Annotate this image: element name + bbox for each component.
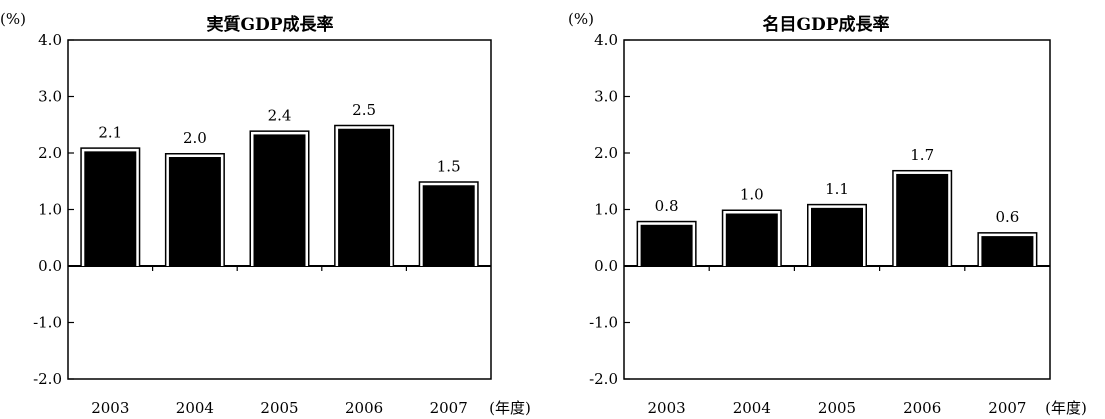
data-label: 0.6 xyxy=(995,208,1019,226)
y-tick-label: 1.0 xyxy=(38,201,62,219)
chart-title: 実質GDP成長率 xyxy=(206,14,333,35)
bar-fill xyxy=(640,224,693,266)
y-tick-label: -2.0 xyxy=(589,370,618,388)
data-label: 1.1 xyxy=(825,180,849,198)
x-tick-label: 2005 xyxy=(818,399,856,417)
x-unit-label: (年度) xyxy=(489,399,531,417)
data-label: 2.5 xyxy=(352,101,376,119)
bar xyxy=(249,130,310,266)
bar-fill xyxy=(253,134,306,266)
x-tick-label: 2004 xyxy=(176,399,214,417)
y-tick-label: 4.0 xyxy=(594,31,618,49)
bar-fill xyxy=(811,207,863,266)
x-tick-label: 2007 xyxy=(430,399,468,417)
data-label: 1.0 xyxy=(740,186,764,204)
data-label: 1.5 xyxy=(437,157,461,175)
data-label: 2.0 xyxy=(183,129,207,147)
plot-area: -2.0 -1.0 0.0 1.0 2.0 3.0 4.0 0.8 2003 1.0 2004 1.1… xyxy=(589,31,1051,417)
x-tick-label: 2006 xyxy=(903,399,941,417)
x-unit-label: (年度) xyxy=(1045,399,1087,417)
data-label: 1.7 xyxy=(910,146,934,164)
bar xyxy=(807,203,867,266)
y-tick-label: 3.0 xyxy=(594,88,618,106)
y-tick-label: -1.0 xyxy=(589,314,618,332)
y-tick-label: -1.0 xyxy=(33,314,62,332)
chart-title: 名目GDP成長率 xyxy=(762,14,889,35)
bar-fill xyxy=(896,173,949,266)
bar-fill xyxy=(84,151,137,266)
y-tick-label: -2.0 xyxy=(33,370,62,388)
y-tick-label: 2.0 xyxy=(38,144,62,162)
x-tick-label: 2003 xyxy=(91,399,129,417)
x-tick-label: 2006 xyxy=(345,399,383,417)
bar-fill xyxy=(422,185,475,266)
y-tick-label: 2.0 xyxy=(594,144,618,162)
bar-fill xyxy=(168,157,221,266)
y-tick-label: 3.0 xyxy=(38,88,62,106)
bar-fill xyxy=(338,128,391,266)
bar-fill xyxy=(725,213,778,266)
y-unit-label: (%) xyxy=(568,10,594,28)
data-label: 2.4 xyxy=(268,106,292,124)
bar xyxy=(977,232,1038,266)
data-label: 2.1 xyxy=(98,123,122,141)
y-tick-label: 0.0 xyxy=(38,257,62,275)
bar xyxy=(164,153,225,266)
bar xyxy=(721,209,782,266)
y-tick-label: 4.0 xyxy=(38,31,62,49)
x-tick-label: 2004 xyxy=(733,399,771,417)
chart-real-gdp: (%) 実質GDP成長率 (年度) -2.0 -1.0 0.0 1.0 2.0 3.0 4.… xyxy=(0,10,531,417)
bar xyxy=(418,181,479,266)
data-label: 0.8 xyxy=(655,197,679,215)
bar-fill xyxy=(981,236,1034,266)
y-unit-label: (%) xyxy=(0,10,26,28)
bar xyxy=(892,169,953,266)
x-tick-label: 2003 xyxy=(648,399,686,417)
bar xyxy=(80,147,141,266)
y-tick-label: 0.0 xyxy=(594,257,618,275)
bar xyxy=(334,124,395,266)
bar xyxy=(636,220,697,266)
plot-area: -2.0 -1.0 0.0 1.0 2.0 3.0 4.0 2.1 2003 2.0 2004 2.4… xyxy=(33,31,492,417)
y-tick-label: 1.0 xyxy=(594,201,618,219)
x-tick-label: 2007 xyxy=(988,399,1026,417)
x-tick-label: 2005 xyxy=(260,399,298,417)
chart-nominal-gdp: (%) 名目GDP成長率 (年度) -2.0 -1.0 0.0 1.0 2.0 3.0 4.… xyxy=(568,10,1087,417)
